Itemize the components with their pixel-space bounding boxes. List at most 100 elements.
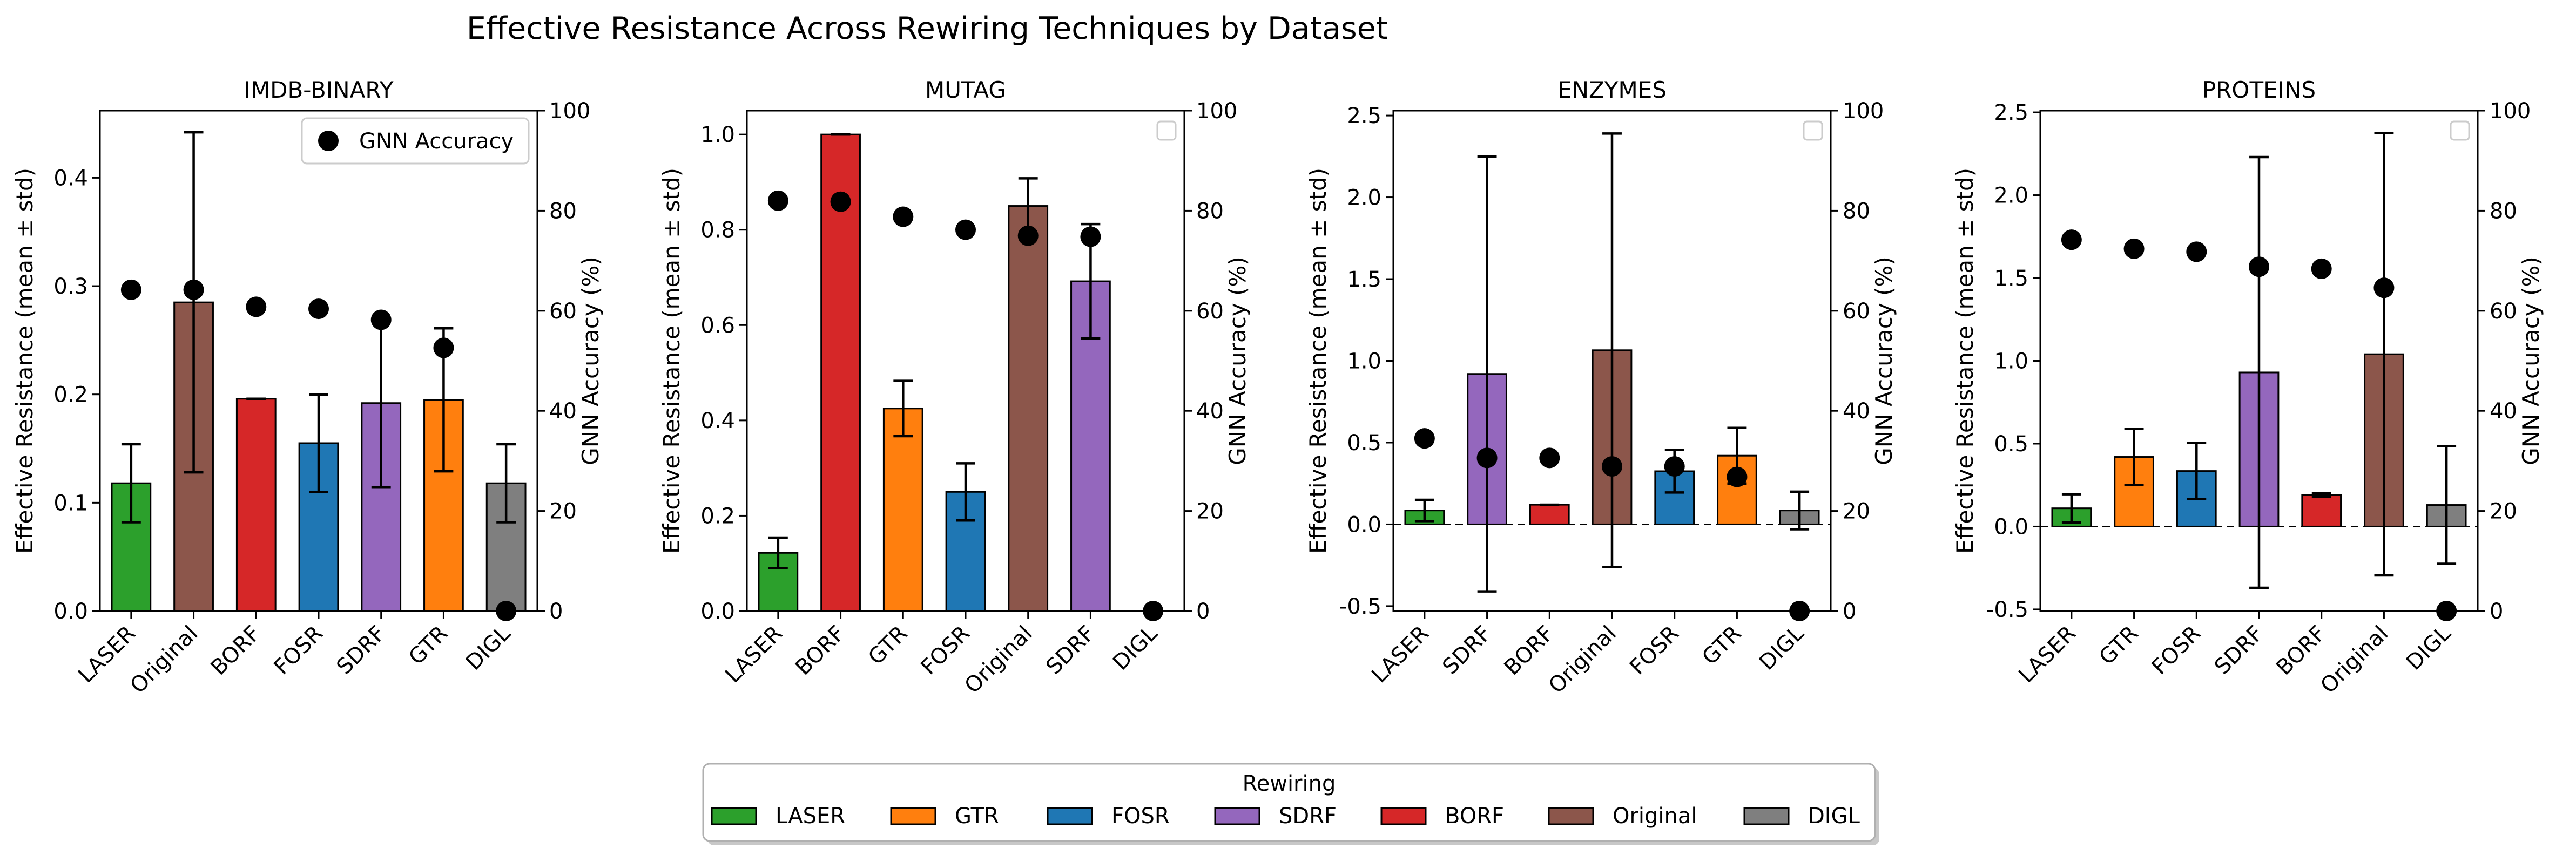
x-tick-label: FOSR: [269, 621, 328, 680]
legend-label: FOSR: [1111, 804, 1170, 829]
bar-borf: [2301, 494, 2342, 527]
y2-tick-label: 80: [549, 199, 577, 223]
y-tick-label: 1.0: [700, 123, 735, 147]
bar-gtr: [882, 408, 923, 612]
x-tick-label: BORF: [791, 621, 850, 681]
legend-swatch: [1743, 807, 1790, 825]
x-tick-label: Original: [1544, 621, 1621, 698]
error-bar-laser: [768, 536, 788, 569]
accuracy-point-sdrf: [2249, 256, 2269, 277]
y-tick-label: 0.3: [53, 274, 88, 299]
accuracy-legend: GNN Accuracy: [301, 117, 530, 165]
legend-swatch: [890, 807, 936, 825]
y-tick-label: 0.4: [700, 409, 735, 433]
x-tick-label: GTR: [864, 621, 912, 670]
legend-entry-laser: LASER: [711, 804, 845, 829]
accuracy-point-fosr: [955, 219, 976, 240]
y2-axis-label: GNN Accuracy (%): [1224, 256, 1251, 465]
error-bar-fosr: [956, 462, 975, 522]
accuracy-point-gtr: [1727, 466, 1748, 487]
y2-tick-label: 20: [1843, 499, 1870, 524]
panel-enzymes: ENZYMES -0.5 0.0 0.5 1.0 1.5 2.0 2.5 0 20 40 60 80 10…: [1305, 77, 1897, 698]
error-bar-gtr: [2124, 428, 2144, 486]
x-tick-label: LASER: [720, 621, 787, 688]
legend-entry-original: Original: [1548, 804, 1697, 829]
y2-tick-label: 20: [2490, 499, 2517, 524]
legend-label: LASER: [776, 804, 845, 829]
error-bar-digl: [1790, 490, 1810, 531]
bar-sdrf: [361, 402, 402, 612]
y-tick-label: 0.5: [1994, 432, 2028, 457]
legend-swatch: [711, 807, 757, 825]
accuracy-point-laser: [120, 279, 141, 300]
accuracy-legend-marker: [318, 131, 339, 151]
x-tick-label: Original: [960, 621, 1037, 698]
figure-title: Effective Resistance Across Rewiring Tec…: [467, 11, 1388, 46]
y2-tick-label: 20: [1196, 499, 1224, 524]
bar-borf: [1529, 504, 1570, 525]
error-bar-original: [1602, 132, 1622, 568]
error-bar-laser: [2061, 493, 2081, 524]
x-tick-label: GTR: [2094, 621, 2143, 670]
error-bar-fosr: [309, 393, 328, 493]
y2-tick-label: 40: [549, 399, 577, 424]
accuracy-point-gtr: [893, 206, 914, 227]
panel-title: PROTEINS: [2202, 77, 2316, 103]
x-tick-label: FOSR: [916, 621, 975, 680]
accuracy-point-fosr: [1664, 456, 1685, 477]
panel-imdb-binary: IMDB-BINARY0.00.10.20.30.4020406080100LA…: [11, 77, 604, 698]
legend-title: Rewiring: [1243, 771, 1336, 796]
y2-tick-label: 80: [1196, 199, 1224, 223]
x-tick-label: DIGL: [2402, 621, 2456, 675]
accuracy-point-fosr: [308, 298, 329, 320]
y2-tick-label: 20: [549, 499, 577, 524]
x-tick-label: DIGL: [461, 621, 516, 675]
y-tick-label: 0.0: [1347, 512, 1381, 537]
accuracy-point-original: [1017, 225, 1039, 246]
legend-entry-borf: BORF: [1380, 804, 1504, 829]
error-bar-digl: [2437, 445, 2457, 565]
y-tick-label: 2.0: [1994, 184, 2028, 208]
y-tick-label: 1.0: [1994, 349, 2028, 374]
y-tick-label: 0.2: [700, 504, 735, 528]
accuracy-point-laser: [1414, 428, 1435, 449]
error-bar-laser: [121, 443, 141, 524]
y-tick-label: 0.0: [700, 599, 735, 624]
legend-entry-gtr: GTR: [890, 804, 999, 829]
x-tick-label: BORF: [206, 621, 266, 681]
y2-tick-label: 60: [1843, 299, 1870, 324]
y-axis-label: Effective Resistance (mean ± std): [658, 168, 685, 554]
error-bar-original: [2374, 132, 2394, 577]
legend-swatch: [1380, 807, 1427, 825]
y-axis-label: Effective Resistance (mean ± std): [11, 168, 38, 554]
y2-tick-label: 40: [2490, 399, 2517, 424]
x-tick-label: FOSR: [1625, 621, 1684, 680]
legend-label: GTR: [955, 804, 999, 829]
x-tick-label: GTR: [404, 621, 453, 670]
legend-swatch: [1047, 807, 1093, 825]
empty-legend-box: [1156, 120, 1177, 141]
accuracy-point-gtr: [433, 337, 454, 358]
y2-tick-label: 100: [2490, 99, 2531, 124]
y2-tick-label: 0: [1843, 599, 1856, 624]
error-bar-gtr: [893, 379, 913, 438]
y-tick-label: 2.0: [1347, 186, 1381, 211]
y2-tick-label: 0: [2490, 599, 2503, 624]
accuracy-point-fosr: [2186, 241, 2207, 262]
y2-tick-label: 0: [549, 599, 563, 624]
accuracy-point-laser: [767, 190, 788, 211]
accuracy-point-sdrf: [1476, 447, 1498, 469]
bar-original: [1008, 205, 1049, 612]
accuracy-legend-label: GNN Accuracy: [359, 129, 514, 154]
legend-label: SDRF: [1279, 804, 1337, 829]
y-tick-label: -0.5: [1339, 594, 1381, 619]
x-tick-label: BORF: [1500, 621, 1559, 681]
legend-label: Original: [1613, 804, 1697, 829]
y2-tick-label: 60: [549, 299, 577, 324]
x-tick-label: SDRF: [1041, 621, 1100, 680]
accuracy-point-original: [183, 279, 204, 300]
y-tick-label: 2.5: [1994, 100, 2028, 125]
y2-tick-label: 40: [1196, 399, 1224, 424]
legend-entry-digl: DIGL: [1743, 804, 1860, 829]
y-tick-label: 2.5: [1347, 104, 1381, 128]
